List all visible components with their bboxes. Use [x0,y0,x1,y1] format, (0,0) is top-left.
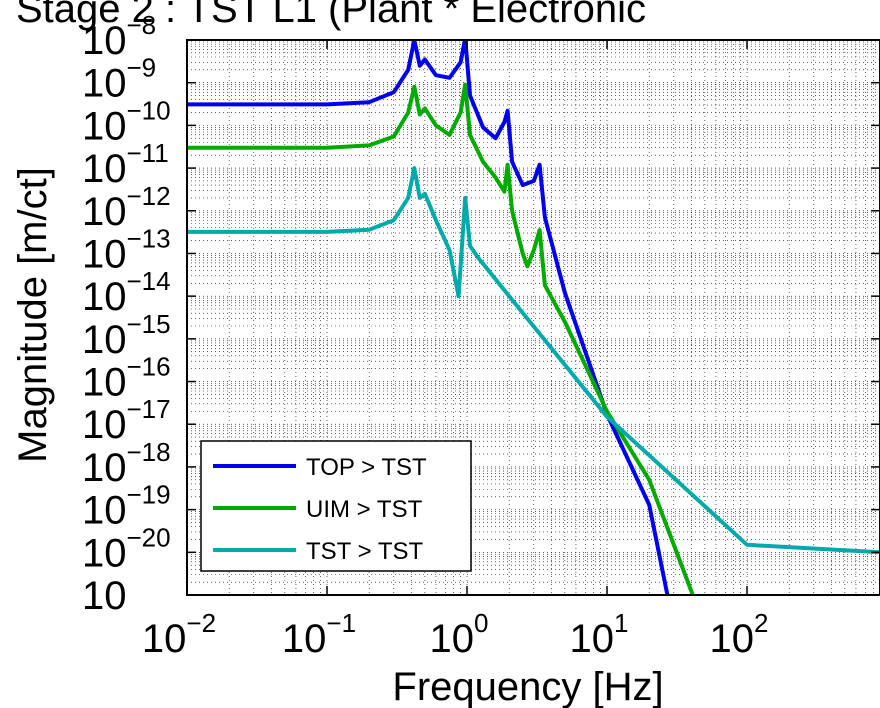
y-tick-labels: 10−810−910−1010−1110−1210−1310−1410−1510… [82,10,171,618]
y-tick-label: 10−17 [82,394,171,447]
legend-items: TOP > TST UIM > TST TST > TST [213,454,427,565]
x-tick-label: 101 [570,608,629,661]
axis-ticks [186,39,880,596]
series-line-0 [187,40,670,595]
legend-label: UIM > TST [306,496,423,523]
y-tick-label: 10−13 [82,223,171,276]
chart-title: Stage 2 : TST L1 (Plant * Electronic [16,0,646,31]
y-tick-label: 10−18 [82,437,171,490]
x-tick-label: 100 [430,608,489,661]
series-line-2 [187,166,880,555]
x-tick-label: 102 [710,608,769,661]
y-tick-label: 10−14 [82,266,171,319]
y-tick-label: 10 [82,574,127,618]
y-tick-label: 10−11 [82,138,169,191]
grid-lines [186,39,880,596]
y-tick-label: 10−12 [82,181,171,234]
y-axis-label: Magnitude [m/ct] [11,167,55,463]
y-tick-label: 10−15 [82,309,171,362]
y-tick-label: 10−20 [82,522,171,575]
y-tick-label: 10−19 [82,480,171,533]
y-tick-label: 10−9 [82,53,156,106]
y-tick-label: 10−10 [82,95,171,148]
legend: TOP > TST UIM > TST TST > TST [200,440,472,572]
x-axis-label: Frequency [Hz] [392,665,663,708]
plot-frame [186,39,880,596]
legend-label: TOP > TST [306,454,427,481]
x-tick-label: 10−2 [142,608,216,661]
legend-label: TST > TST [306,538,423,565]
series-line-1 [187,82,695,595]
y-tick-label: 10−8 [82,10,156,63]
x-tick-label: 10−1 [282,608,356,661]
x-tick-labels: 10−2 10−1 100 101 102 [142,608,769,661]
series-lines [187,40,880,595]
y-tick-label: 10−16 [82,352,171,405]
